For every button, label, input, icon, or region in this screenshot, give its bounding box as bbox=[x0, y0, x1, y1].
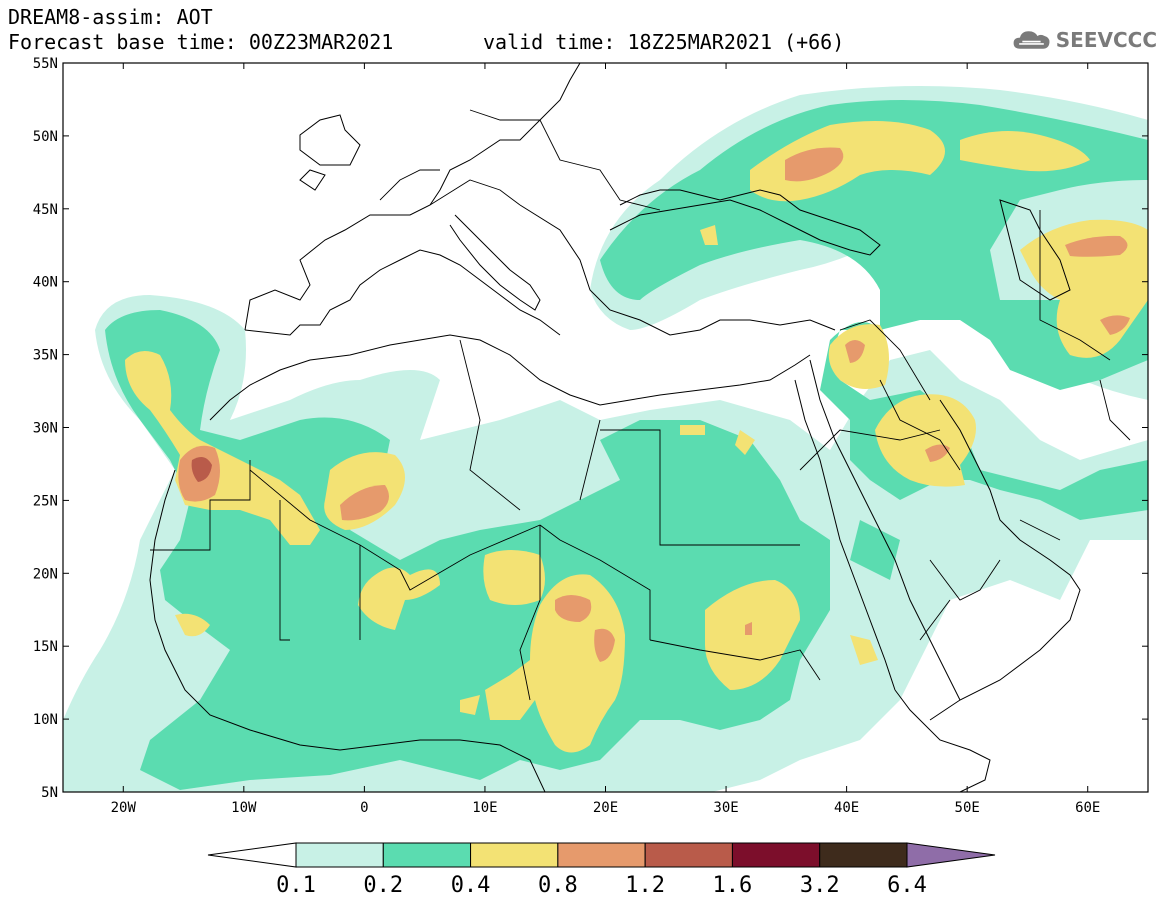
cloud-icon bbox=[1013, 31, 1050, 49]
lat-label: 15N bbox=[33, 639, 58, 655]
lon-axis: 20W 10W 0 10E 20E 30E 40E 50E 60E bbox=[111, 63, 1100, 816]
coastlines bbox=[149, 63, 1081, 792]
lon-label: 40E bbox=[834, 800, 859, 816]
lat-label: 50N bbox=[33, 129, 58, 145]
lon-label: 20W bbox=[111, 800, 137, 816]
colorbar-box bbox=[382, 842, 472, 868]
colorbar-box bbox=[644, 842, 733, 868]
lat-label: 45N bbox=[33, 202, 58, 218]
seevccc-logo: SEEVCCC bbox=[1012, 20, 1157, 60]
lat-label: 20N bbox=[33, 566, 58, 582]
colorbar-box bbox=[819, 842, 908, 868]
colorbar-over-triangle bbox=[906, 842, 996, 868]
lon-label: 0 bbox=[360, 800, 368, 816]
forecast-base-time: Forecast base time: 00Z23MAR2021 bbox=[8, 30, 394, 54]
valid-time: valid time: 18Z25MAR2021 (+66) bbox=[483, 30, 845, 54]
lat-label: 35N bbox=[33, 348, 58, 364]
colorbar-label: 0.4 bbox=[451, 873, 491, 898]
lat-label: 25N bbox=[33, 493, 58, 509]
logo-text: SEEVCCC bbox=[1055, 28, 1157, 52]
aot-level-1.2 bbox=[191, 456, 212, 482]
colorbar-box bbox=[557, 842, 646, 868]
colorbar-label: 0.1 bbox=[276, 873, 316, 898]
colorbar-label: 3.2 bbox=[800, 873, 840, 898]
colorbar-box bbox=[470, 842, 559, 868]
lon-label: 30E bbox=[713, 800, 738, 816]
lat-label: 40N bbox=[33, 275, 58, 291]
lon-label: 20E bbox=[593, 800, 618, 816]
lon-label: 10E bbox=[472, 800, 497, 816]
lat-label: 5N bbox=[41, 785, 58, 801]
colorbar-box bbox=[731, 842, 821, 868]
colorbar-label: 1.2 bbox=[625, 873, 665, 898]
lat-axis: 55N 50N 45N 40N 35N 30N 25N 20N 15N 10N 5N bbox=[33, 56, 1148, 801]
aot-level-0.4 bbox=[125, 121, 1148, 753]
colorbar-label: 1.6 bbox=[713, 873, 753, 898]
colorbar-label: 0.8 bbox=[538, 873, 578, 898]
colorbar-label: 6.4 bbox=[887, 873, 927, 898]
lat-label: 30N bbox=[33, 421, 58, 437]
aot-field bbox=[63, 86, 1148, 792]
lat-label: 55N bbox=[33, 56, 58, 72]
colorbar-under-triangle bbox=[207, 842, 297, 868]
colorbar-label: 0.2 bbox=[363, 873, 403, 898]
country-borders bbox=[150, 109, 1131, 701]
lon-label: 50E bbox=[955, 800, 980, 816]
chart-title: DREAM8-assim: AOT bbox=[8, 5, 213, 29]
colorbar: 0.1 0.2 0.4 0.8 1.2 1.6 3.2 6.4 bbox=[207, 842, 996, 898]
lat-label: 10N bbox=[33, 712, 58, 728]
lon-label: 60E bbox=[1075, 800, 1100, 816]
lon-label: 10W bbox=[231, 800, 257, 816]
colorbar-box bbox=[295, 842, 384, 868]
